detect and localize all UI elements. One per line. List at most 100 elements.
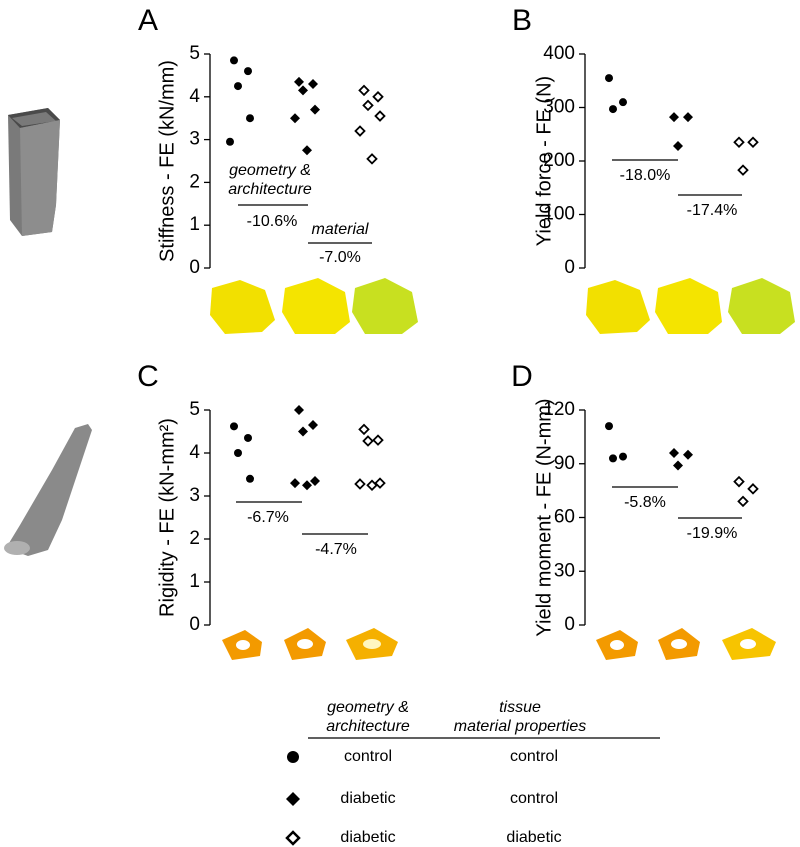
data-point: [737, 495, 749, 508]
data-point: [310, 104, 320, 115]
annotation: -4.7%: [315, 541, 357, 558]
legend-text: control: [510, 748, 558, 765]
y-axis-label: Rigidity - FE (kN-mm²): [156, 418, 178, 617]
data-point: [290, 478, 300, 489]
legend-text: diabetic: [506, 829, 561, 846]
y-tick-label: 3: [189, 129, 200, 150]
data-point: [358, 423, 370, 436]
data-point: [308, 78, 318, 89]
data-point: [246, 474, 254, 483]
y-tick-label: 200: [543, 150, 575, 171]
legend-marker: [286, 792, 300, 806]
y-axis-label: Stiffness - FE (kN/mm): [156, 60, 178, 262]
data-point: [747, 136, 759, 149]
panel-letter: C: [137, 360, 159, 393]
y-axis-label: Yield force - FE (N): [533, 76, 555, 246]
y-tick-label: 2: [189, 171, 200, 192]
data-point: [366, 153, 378, 165]
y-tick-label: 2: [189, 528, 200, 549]
annotation: -17.4%: [687, 202, 738, 219]
annotation: -19.9%: [687, 525, 738, 542]
annotation: architecture: [228, 181, 312, 198]
data-point: [302, 145, 312, 156]
data-point: [244, 433, 252, 442]
data-point: [619, 98, 627, 107]
y-tick-label: 4: [189, 86, 200, 107]
annotation: -5.8%: [624, 494, 666, 511]
data-point: [294, 405, 304, 415]
y-tick-label: 0: [564, 614, 575, 635]
data-point: [302, 480, 312, 491]
cross-sections-bottom: [222, 628, 776, 660]
data-point: [733, 136, 745, 149]
panel-letter: B: [512, 4, 532, 37]
annotation: -7.0%: [319, 249, 361, 266]
data-point: [609, 105, 617, 114]
data-point: [619, 452, 627, 461]
y-tick-label: 4: [189, 442, 200, 463]
data-point: [733, 475, 745, 488]
data-point: [374, 477, 386, 489]
data-point: [609, 454, 617, 463]
annotation: -6.7%: [247, 509, 289, 526]
data-point: [374, 110, 386, 122]
data-point: [308, 420, 318, 431]
data-point: [294, 76, 304, 87]
legend-text: diabetic: [340, 829, 395, 846]
data-point: [683, 112, 693, 123]
panel-letter: A: [138, 4, 158, 37]
data-point: [310, 475, 320, 486]
annotation: -10.6%: [247, 213, 298, 230]
data-point: [290, 113, 300, 124]
legend-text: diabetic: [340, 790, 395, 807]
data-point: [605, 74, 613, 83]
legend-header: material properties: [454, 718, 587, 735]
data-point: [234, 449, 242, 457]
legend-header: tissue: [499, 699, 541, 716]
legend-header: geometry &: [327, 699, 409, 716]
data-point: [358, 84, 370, 97]
data-point: [683, 449, 693, 460]
cross-sections-top: [210, 278, 795, 334]
data-point: [298, 85, 308, 96]
legend-text: control: [510, 790, 558, 807]
y-tick-label: 0: [189, 257, 200, 278]
data-point: [226, 137, 234, 146]
legend-marker: [287, 751, 299, 763]
bone-shaft-image: [4, 424, 92, 556]
y-tick-label: 120: [543, 399, 575, 420]
data-point: [737, 164, 749, 176]
y-tick-label: 400: [543, 43, 575, 64]
data-point: [366, 479, 378, 492]
data-point: [244, 67, 252, 76]
bone-block-image: [8, 108, 60, 236]
data-point: [230, 56, 238, 65]
data-point: [747, 483, 759, 495]
data-point: [362, 435, 374, 447]
data-point: [230, 422, 238, 431]
data-point: [246, 114, 254, 123]
data-point: [362, 99, 374, 112]
y-tick-label: 100: [543, 204, 575, 225]
y-tick-label: 0: [564, 257, 575, 278]
data-point: [669, 112, 679, 123]
y-tick-label: 0: [189, 614, 200, 635]
y-tick-label: 30: [554, 560, 575, 581]
data-point: [669, 448, 679, 458]
legend-marker: [285, 830, 301, 846]
data-point: [605, 422, 613, 431]
annotation: -18.0%: [620, 167, 671, 184]
y-tick-label: 5: [189, 399, 200, 420]
data-point: [354, 478, 366, 490]
data-point: [234, 82, 242, 91]
y-tick-label: 1: [189, 571, 200, 592]
y-tick-label: 90: [554, 453, 575, 474]
data-point: [673, 141, 683, 152]
y-tick-label: 1: [189, 214, 200, 235]
y-tick-label: 5: [189, 43, 200, 64]
y-axis-label: Yield moment - FE (N-mm): [533, 398, 555, 636]
data-point: [372, 91, 384, 103]
data-point: [298, 426, 308, 437]
legend-header: architecture: [326, 718, 410, 735]
